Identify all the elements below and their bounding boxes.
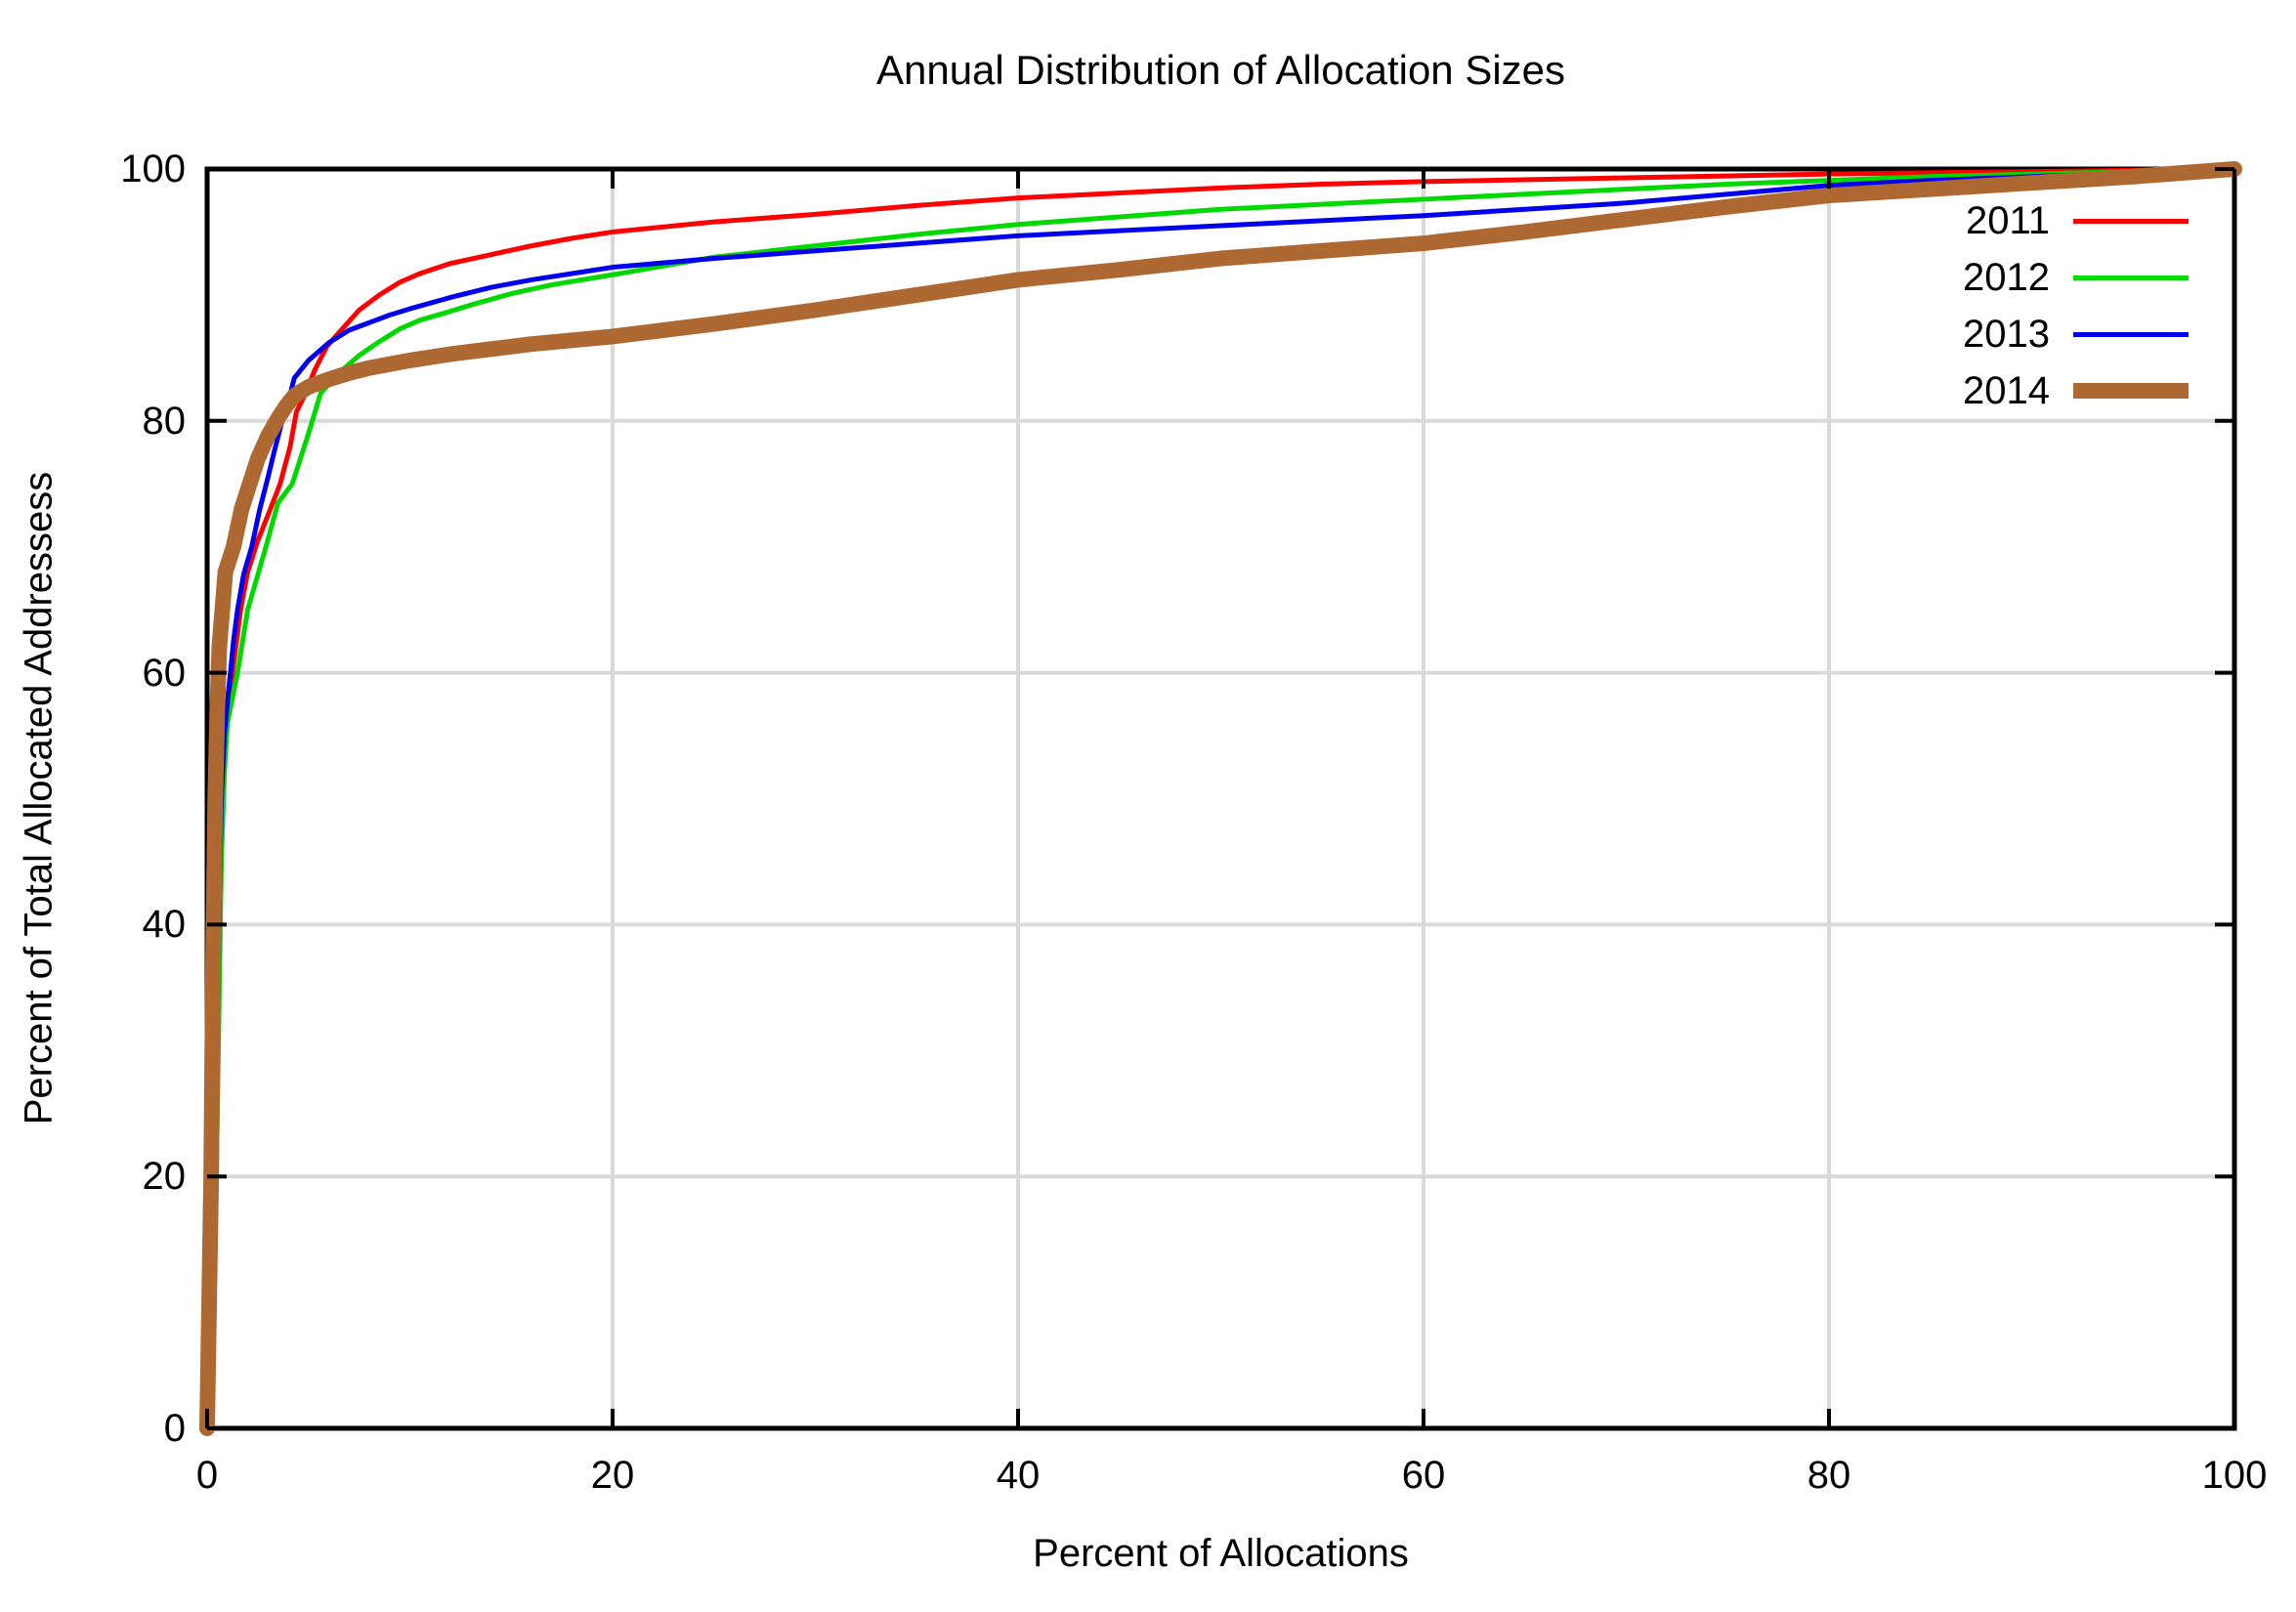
legend-item-2011: 2011 (1935, 192, 2189, 249)
x-tick-label-0: 0 (195, 1454, 219, 1497)
x-tick-label-80: 80 (1807, 1454, 1851, 1497)
legend-label-2012: 2012 (1963, 255, 2050, 299)
legend-label-2011: 2011 (1965, 198, 2050, 242)
y-tick-label-60: 60 (142, 651, 187, 695)
plot-svg (199, 161, 2242, 1436)
legend-line-sample-2013 (2073, 331, 2189, 337)
series-line-2012 (204, 166, 2237, 1431)
x-tick-label-20: 20 (590, 1454, 635, 1497)
legend-item-2013: 2013 (1935, 306, 2189, 362)
legend-label-2013: 2013 (1963, 312, 2050, 356)
x-tick-label-60: 60 (1401, 1454, 1446, 1497)
chart-title: Annual Distribution of Allocation Sizes (875, 47, 1566, 93)
series-line-2011 (204, 166, 2237, 1431)
plot-area (199, 161, 2242, 1436)
series-line-2014 (199, 161, 2242, 1436)
y-tick-label-100: 100 (120, 148, 186, 191)
y-tick-label-40: 40 (142, 903, 187, 947)
x-tick-label-100: 100 (2201, 1454, 2268, 1497)
legend-line-sample-2014 (2073, 383, 2189, 399)
y-tick-label-0: 0 (163, 1407, 186, 1450)
x-axis-label: Percent of Allocations (1033, 1532, 1409, 1575)
legend-label-2014: 2014 (1963, 368, 2050, 412)
y-tick-label-80: 80 (142, 399, 187, 443)
x-tick-label-40: 40 (996, 1454, 1041, 1497)
plot-border (204, 166, 2237, 1431)
legend: 2011 2012 2013 2014 (1935, 192, 2189, 419)
y-axis-label: Percent of Total Allocated Addressess (17, 471, 61, 1125)
series-line-2013 (204, 166, 2237, 1431)
legend-item-2012: 2012 (1935, 249, 2189, 306)
legend-item-2014: 2014 (1935, 362, 2189, 419)
y-tick-label-20: 20 (142, 1155, 187, 1199)
legend-line-sample-2011 (2073, 218, 2189, 224)
legend-line-sample-2012 (2073, 275, 2189, 280)
